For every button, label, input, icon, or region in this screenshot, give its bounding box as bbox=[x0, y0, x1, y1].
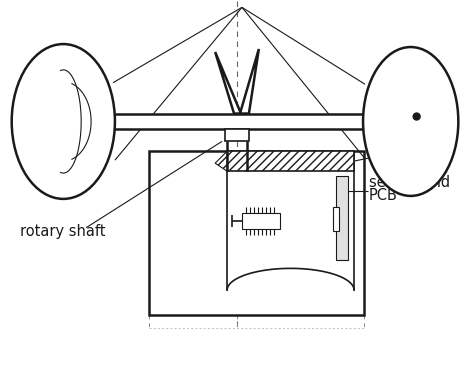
Polygon shape bbox=[215, 151, 227, 171]
Text: PCB: PCB bbox=[369, 188, 398, 203]
Bar bbox=[242, 213, 280, 229]
Text: tooth ring: tooth ring bbox=[369, 153, 441, 168]
Bar bbox=[149, 151, 364, 315]
Text: rotary shaft: rotary shaft bbox=[19, 224, 105, 239]
Text: sensor and: sensor and bbox=[369, 175, 450, 190]
Bar bbox=[59, 114, 417, 129]
Bar bbox=[227, 151, 354, 171]
Bar bbox=[336, 176, 348, 260]
Circle shape bbox=[413, 113, 420, 120]
Bar bbox=[225, 129, 249, 141]
Ellipse shape bbox=[12, 44, 115, 199]
Polygon shape bbox=[215, 52, 241, 114]
Bar bbox=[333, 207, 339, 231]
Ellipse shape bbox=[363, 47, 458, 196]
Polygon shape bbox=[240, 49, 259, 114]
